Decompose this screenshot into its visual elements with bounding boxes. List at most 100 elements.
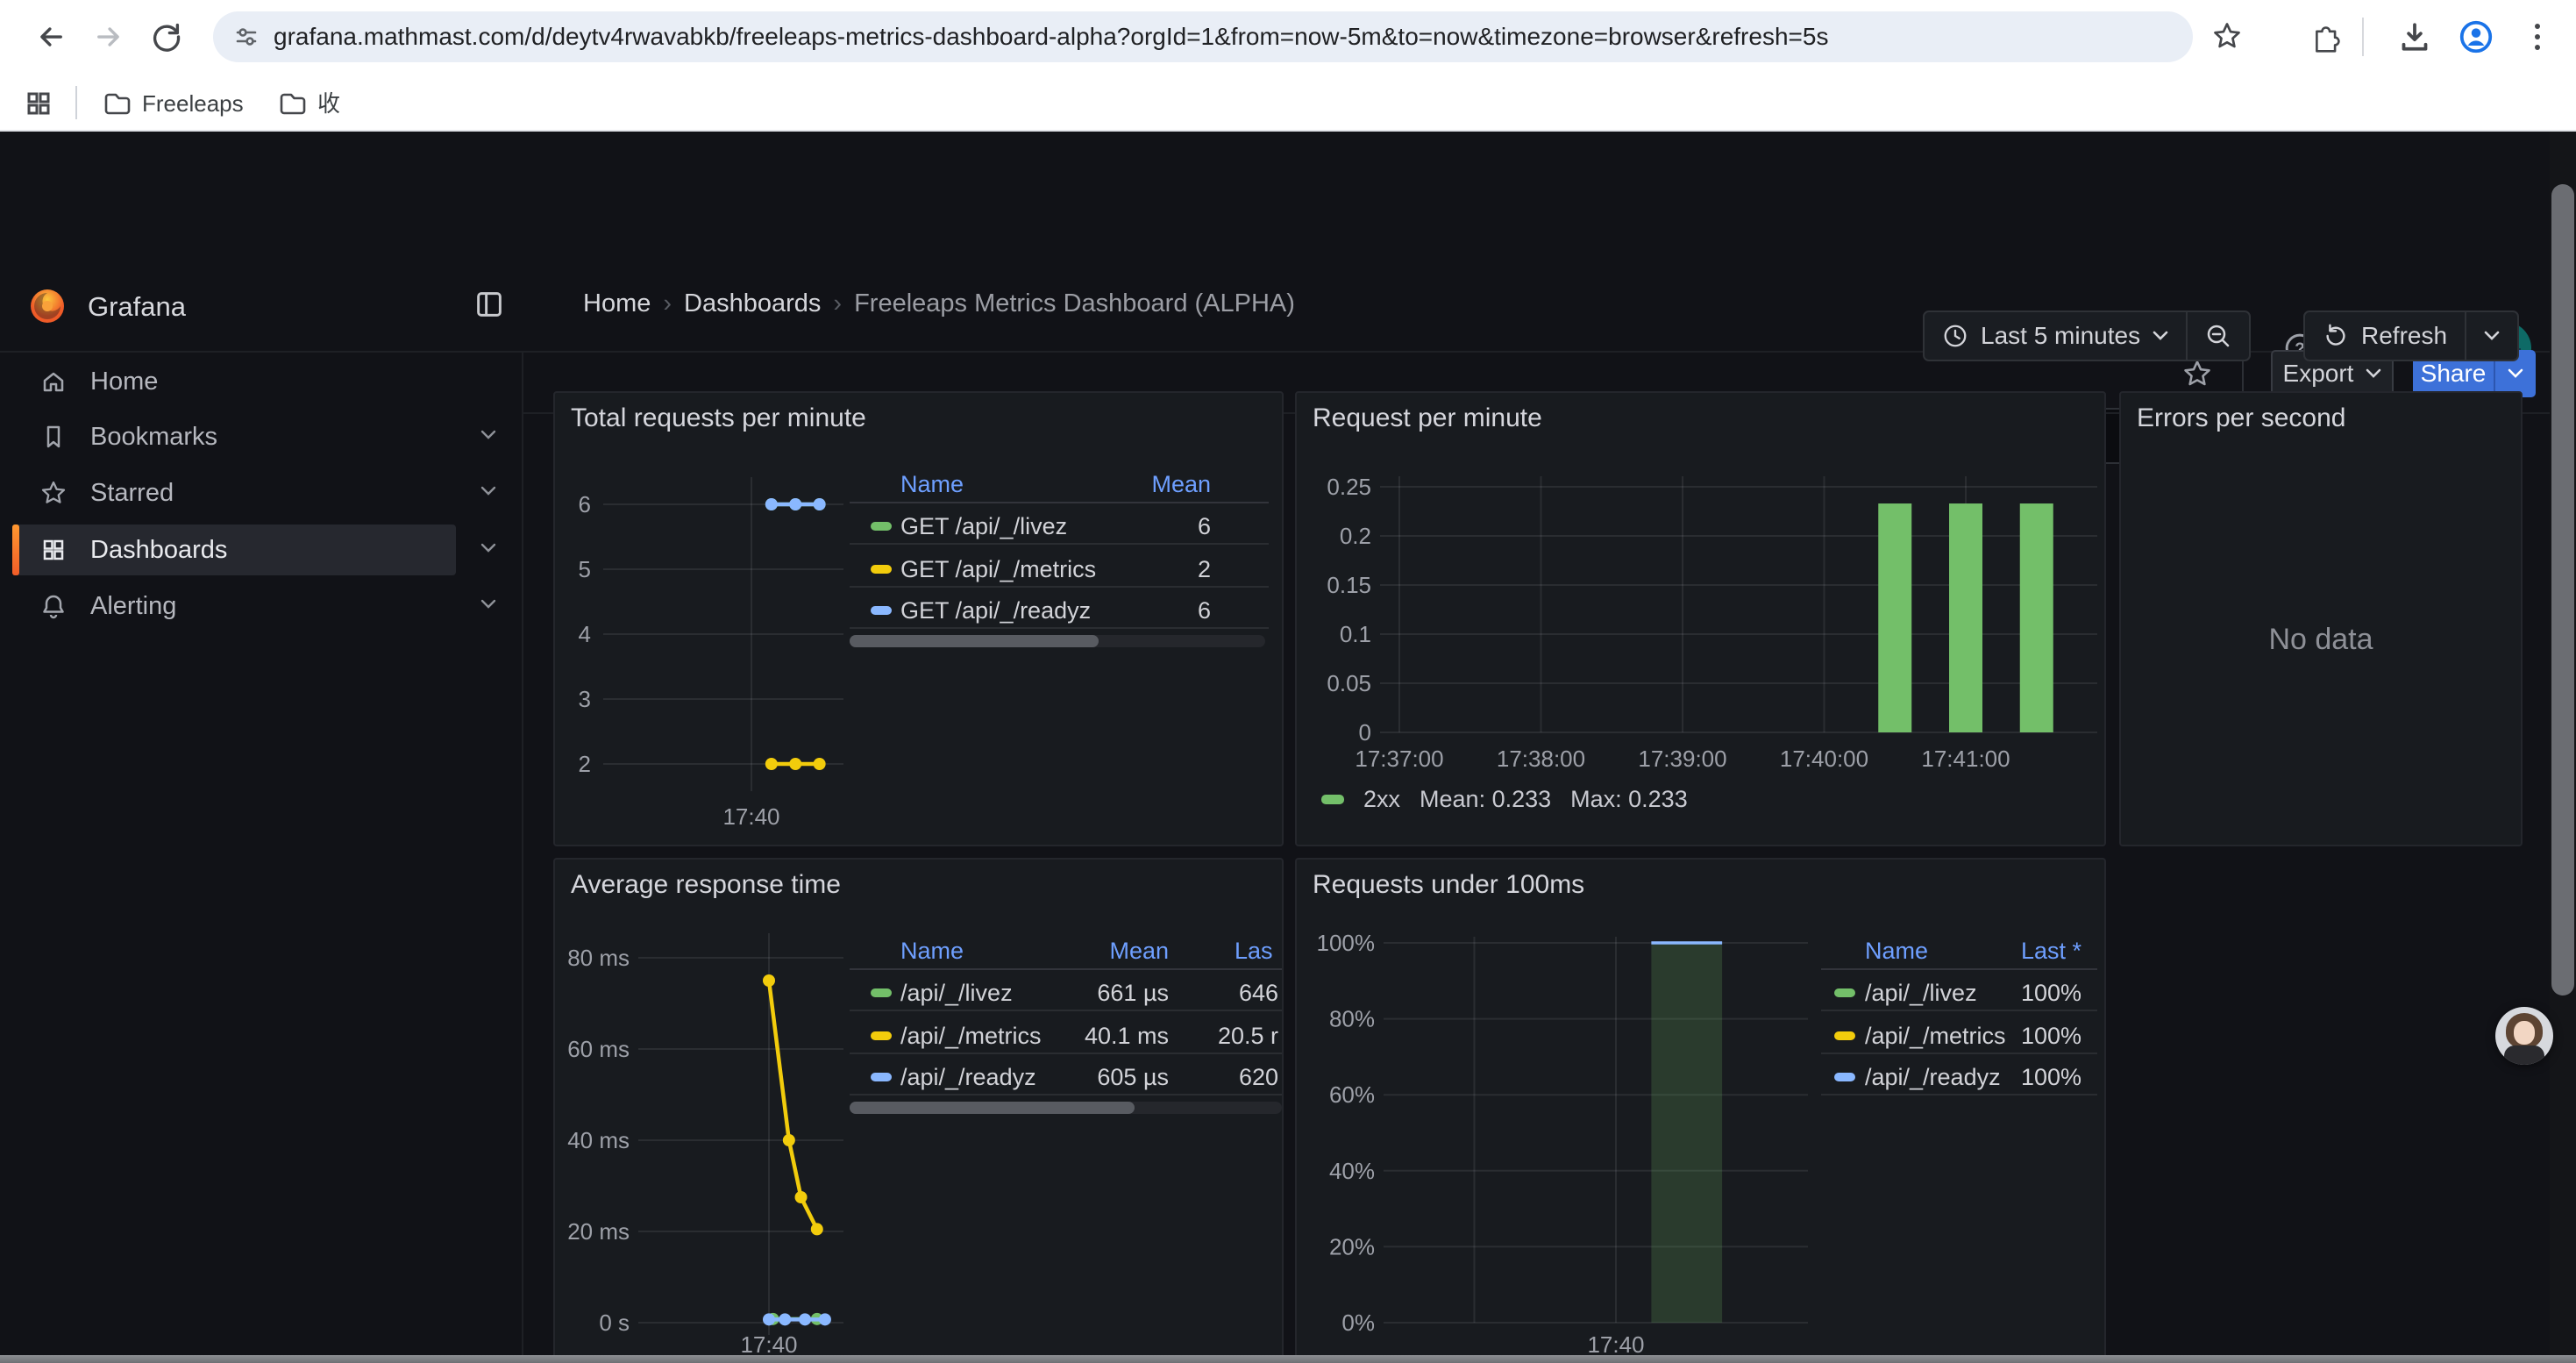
avatar-body bbox=[2504, 1045, 2544, 1065]
table-divider bbox=[850, 1053, 1284, 1054]
chevron-down-icon[interactable] bbox=[480, 430, 496, 440]
series-name[interactable]: /api/_/livez bbox=[1865, 976, 1977, 1010]
sidebar-item-starred[interactable]: Starred bbox=[9, 467, 516, 518]
sidebar-toggle-icon[interactable] bbox=[473, 289, 505, 320]
legend-table: Name Last * /api/_/livez 100% /api/_/met… bbox=[1821, 860, 2097, 1131]
folder-icon bbox=[279, 90, 307, 117]
legend-col-mean[interactable]: Mean bbox=[1109, 935, 1169, 967]
svg-text:4: 4 bbox=[579, 621, 591, 647]
legend-col-name[interactable]: Name bbox=[1865, 935, 1928, 967]
downloads-icon[interactable] bbox=[2397, 19, 2432, 54]
breadcrumb-current: Freeleaps Metrics Dashboard (ALPHA) bbox=[854, 289, 1295, 318]
scrollbar-thumb[interactable] bbox=[850, 1102, 1135, 1114]
chevron-down-icon[interactable] bbox=[480, 543, 496, 553]
table-divider bbox=[850, 627, 1269, 629]
svg-text:17:41:00: 17:41:00 bbox=[1921, 746, 2010, 772]
forward-icon[interactable] bbox=[93, 21, 125, 53]
svg-text:5: 5 bbox=[579, 556, 591, 582]
back-icon[interactable] bbox=[35, 21, 67, 53]
svg-text:17:38:00: 17:38:00 bbox=[1497, 746, 1585, 772]
bookmark-star-icon[interactable] bbox=[2211, 20, 2243, 52]
chevron-down-icon[interactable] bbox=[480, 486, 496, 496]
svg-text:3: 3 bbox=[579, 686, 591, 712]
svg-text:0: 0 bbox=[1359, 719, 1371, 746]
bookmark-icon bbox=[39, 423, 68, 451]
refresh-button[interactable]: Refresh bbox=[2305, 312, 2465, 360]
legend-row[interactable]: /api/_/readyz 605 µs 620 bbox=[850, 1060, 1284, 1094]
legend-row[interactable]: GET /api/_/readyz 6 bbox=[850, 594, 1269, 627]
breadcrumb-dashboards[interactable]: Dashboards bbox=[684, 289, 821, 318]
legend-col-name[interactable]: Name bbox=[900, 935, 964, 967]
chevron-down-icon[interactable] bbox=[480, 599, 496, 610]
legend-row[interactable]: GET /api/_/livez 6 bbox=[850, 510, 1269, 543]
series-name[interactable]: 2xx bbox=[1363, 786, 1400, 813]
legend-row[interactable]: /api/_/livez 661 µs 646 bbox=[850, 976, 1284, 1010]
browser-menu-icon[interactable] bbox=[2532, 19, 2543, 54]
page-scrollbar-thumb[interactable] bbox=[2551, 184, 2574, 995]
series-name[interactable]: GET /api/_/metrics bbox=[900, 553, 1096, 586]
table-divider bbox=[850, 1094, 1284, 1095]
site-info-icon[interactable] bbox=[234, 25, 259, 49]
toolbar-divider bbox=[2362, 18, 2364, 56]
panel-title[interactable]: Total requests per minute bbox=[571, 403, 866, 433]
legend-scrollbar[interactable] bbox=[850, 635, 1265, 647]
legend-row[interactable]: /api/_/metrics 100% bbox=[1821, 1019, 2097, 1053]
series-name[interactable]: /api/_/metrics bbox=[1865, 1019, 2006, 1053]
refresh-interval-button[interactable] bbox=[2466, 312, 2517, 360]
legend-col-name[interactable]: Name bbox=[900, 468, 964, 500]
panel-title[interactable]: Requests under 100ms bbox=[1313, 870, 1584, 900]
series-name[interactable]: /api/_/readyz bbox=[1865, 1060, 2001, 1094]
brand-label: Grafana bbox=[88, 291, 186, 323]
series-name[interactable]: /api/_/metrics bbox=[900, 1019, 1042, 1053]
series-name[interactable]: /api/_/livez bbox=[900, 976, 1013, 1010]
legend-col-last[interactable]: Las bbox=[1235, 935, 1273, 967]
favorite-star-icon[interactable] bbox=[2181, 358, 2213, 389]
panel-title[interactable]: Average response time bbox=[571, 870, 841, 900]
panel-title[interactable]: Errors per second bbox=[2137, 403, 2345, 433]
time-range-picker[interactable]: Last 5 minutes bbox=[1925, 312, 2186, 360]
legend-table: Name Mean GET /api/_/livez 6 GET /api/_/… bbox=[850, 393, 1269, 665]
legend-row[interactable]: GET /api/_/metrics 2 bbox=[850, 553, 1269, 586]
active-indicator bbox=[12, 525, 19, 575]
panel-total-requests: 6543217:40 Total requests per minute Nam… bbox=[553, 391, 1284, 846]
reload-icon[interactable] bbox=[151, 21, 182, 53]
grafana-logo[interactable] bbox=[27, 286, 68, 326]
legend-col-last[interactable]: Last * bbox=[2021, 935, 2081, 967]
table-divider bbox=[1821, 968, 2097, 970]
svg-text:100%: 100% bbox=[1317, 930, 1376, 956]
legend-row[interactable]: /api/_/readyz 100% bbox=[1821, 1060, 2097, 1094]
legend-line[interactable]: 2xx Mean: 0.233 Max: 0.233 bbox=[1321, 786, 1688, 813]
sidebar-item-bookmarks[interactable]: Bookmarks bbox=[9, 411, 516, 462]
series-name[interactable]: GET /api/_/livez bbox=[900, 510, 1067, 543]
url-text[interactable]: grafana.mathmast.com/d/deytv4rwavabkb/fr… bbox=[274, 11, 2150, 62]
refresh-label: Refresh bbox=[2361, 322, 2447, 350]
series-color-pill bbox=[871, 522, 892, 531]
series-name[interactable]: /api/_/readyz bbox=[900, 1060, 1036, 1094]
profile-icon[interactable] bbox=[2459, 19, 2494, 54]
table-divider bbox=[1821, 1010, 2097, 1011]
series-name[interactable]: GET /api/_/readyz bbox=[900, 594, 1091, 627]
zoom-out-button[interactable] bbox=[2188, 312, 2249, 360]
sidebar-item-home[interactable]: Home bbox=[9, 356, 516, 407]
legend-col-mean[interactable]: Mean bbox=[1151, 468, 1211, 500]
extensions-icon[interactable] bbox=[2308, 19, 2341, 53]
chevron-down-icon bbox=[2153, 331, 2168, 341]
legend-row[interactable]: /api/_/livez 100% bbox=[1821, 976, 2097, 1010]
active-highlight bbox=[12, 525, 456, 575]
sidebar-item-dashboards[interactable]: Dashboards bbox=[9, 525, 516, 575]
breadcrumb-separator: › bbox=[651, 289, 684, 318]
panel-title[interactable]: Request per minute bbox=[1313, 403, 1542, 433]
svg-text:17:40: 17:40 bbox=[1587, 1331, 1644, 1358]
panel-request-per-minute: 0.250.20.150.10.05017:37:0017:38:0017:39… bbox=[1295, 391, 2106, 846]
sidebar-item-label: Bookmarks bbox=[90, 411, 217, 462]
legend-scrollbar[interactable] bbox=[850, 1102, 1282, 1114]
table-divider bbox=[850, 543, 1269, 545]
legend-row[interactable]: /api/_/metrics 40.1 ms 20.5 r bbox=[850, 1019, 1284, 1053]
sidebar-item-label: Alerting bbox=[90, 581, 176, 632]
floating-assistant-avatar[interactable] bbox=[2495, 1007, 2553, 1065]
series-color-pill bbox=[871, 988, 892, 997]
breadcrumb-home[interactable]: Home bbox=[583, 289, 651, 318]
apps-grid-icon[interactable] bbox=[25, 89, 53, 118]
sidebar-item-alerting[interactable]: Alerting bbox=[9, 581, 516, 632]
scrollbar-thumb[interactable] bbox=[850, 635, 1099, 647]
